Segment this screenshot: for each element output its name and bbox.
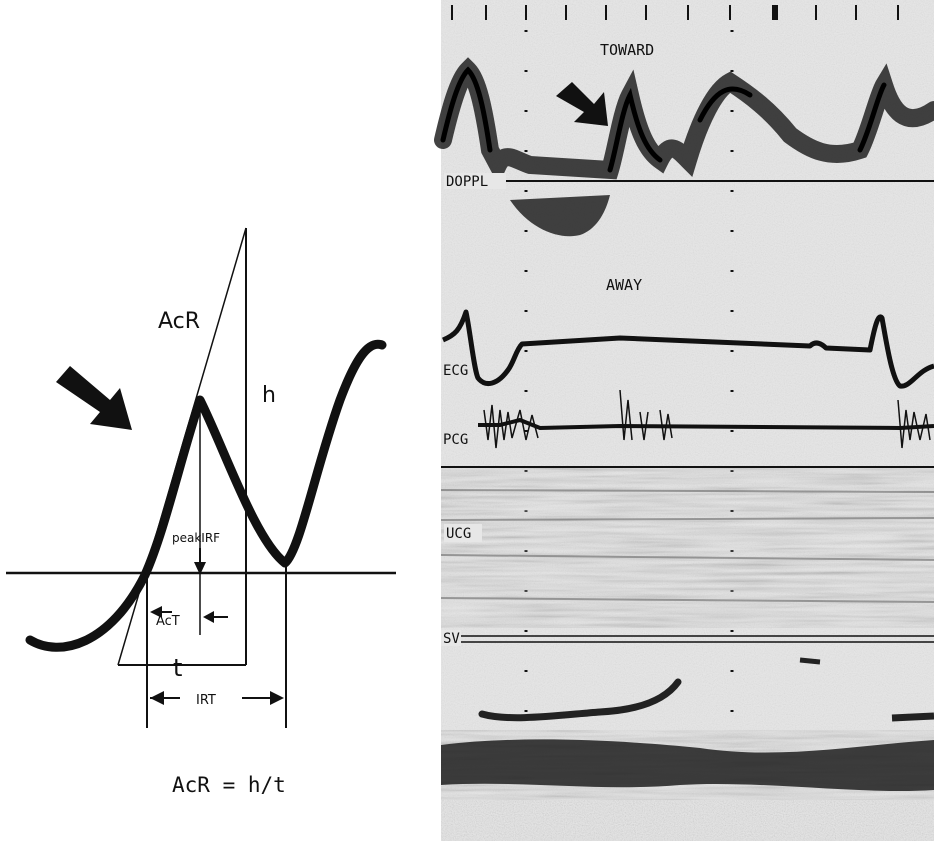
arrow-icon <box>556 82 608 126</box>
sv-echo-curve <box>478 678 682 722</box>
away-label: AWAY <box>606 276 642 294</box>
t-label: t <box>173 654 182 682</box>
time-ticks <box>451 5 899 20</box>
peak-irf-label: peakIRF <box>172 531 220 545</box>
peak-arrow <box>194 562 206 575</box>
h-label: h <box>262 383 276 408</box>
irt-arrow-right <box>270 691 284 705</box>
pcg-sound-bursts <box>483 389 931 449</box>
channel-label-sv: SV <box>443 631 460 647</box>
irf-waveform <box>25 339 387 652</box>
act-arrow-right <box>203 611 214 623</box>
schematic-diagram: AcR h peakIRF AcT t IRT AcR = h/t <box>6 227 396 797</box>
irt-arrow-left <box>150 691 164 705</box>
toward-label: TOWARD <box>600 41 654 59</box>
act-label: AcT <box>156 614 180 629</box>
channel-label-doppl: DOPPL <box>446 174 488 190</box>
act-arrow-left <box>150 606 162 618</box>
channel-labels: DOPPL ECG PCG UCG SV <box>441 173 506 647</box>
acr-label: AcR <box>158 309 200 334</box>
channel-label-ecg: ECG <box>443 363 468 379</box>
channel-label-pcg: PCG <box>443 432 468 448</box>
formula: AcR = h/t <box>172 773 286 797</box>
acr-tangent-line <box>117 227 247 666</box>
doppler-away-spectrum <box>510 195 610 237</box>
irt-label: IRT <box>196 693 216 708</box>
ecg-trace <box>442 309 934 389</box>
channel-label-ucg: UCG <box>446 526 471 542</box>
arrow-icon <box>56 366 132 430</box>
doppler-recording: TOWARD AWAY <box>434 0 934 841</box>
